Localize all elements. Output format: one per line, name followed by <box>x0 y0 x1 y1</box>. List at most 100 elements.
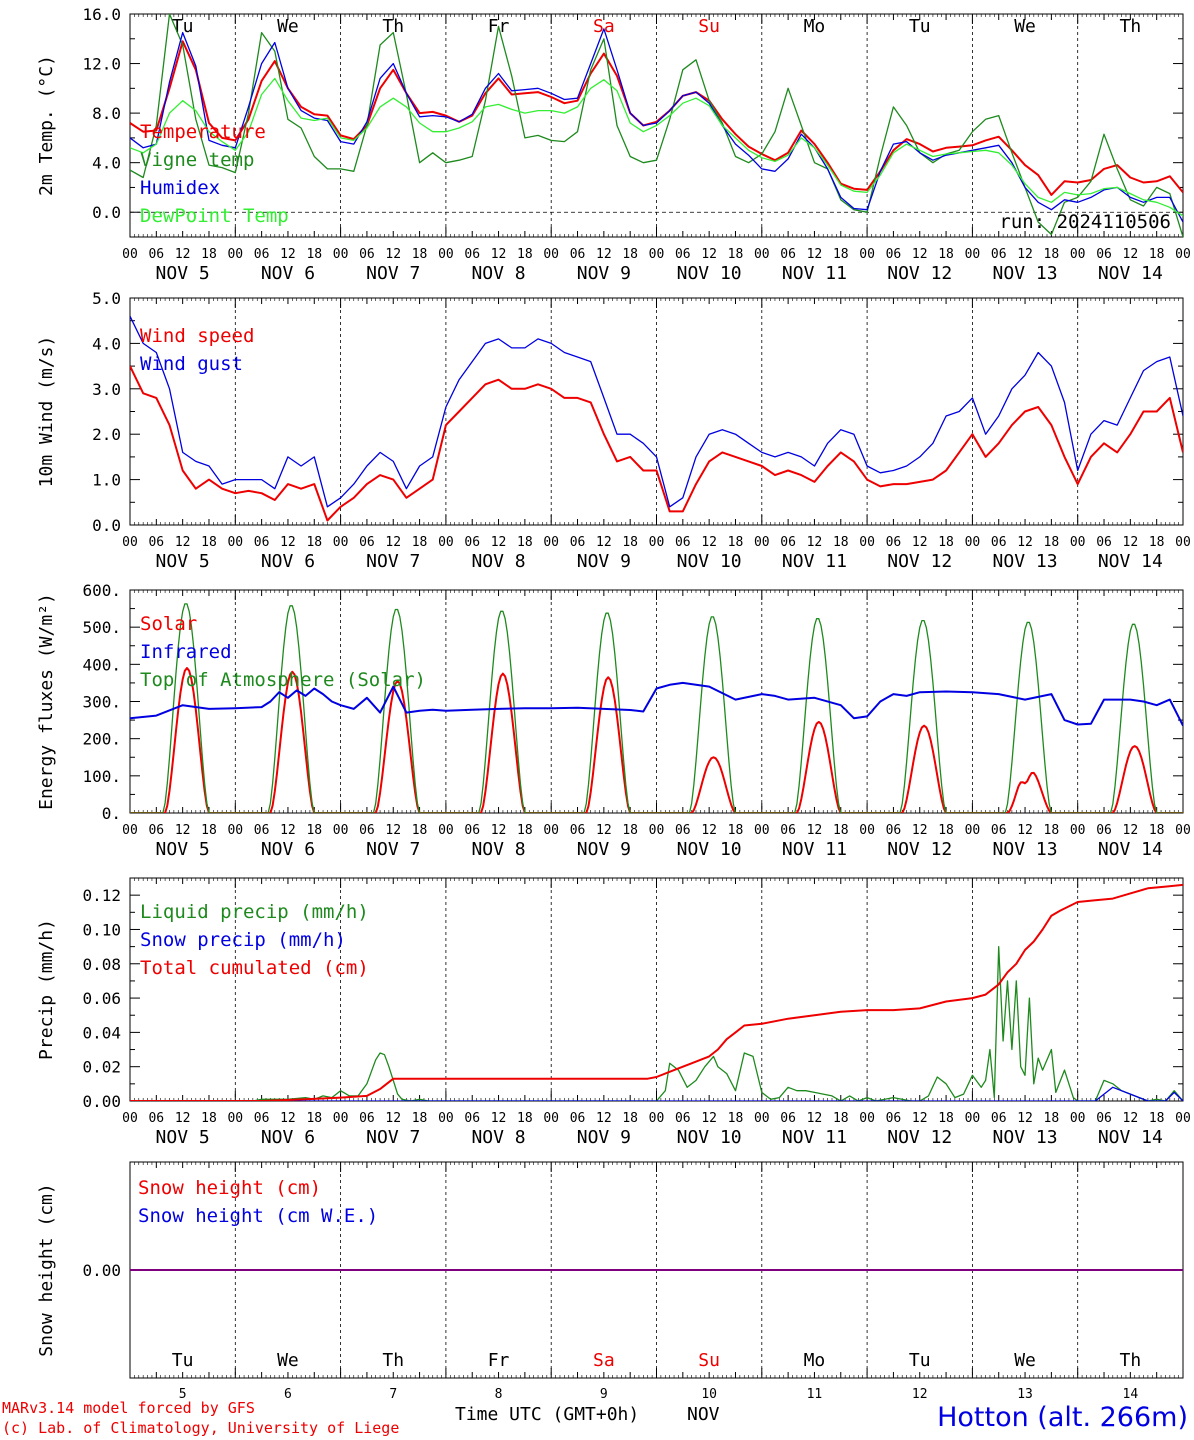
legend-entry: Liquid precip (mm/h) <box>140 901 369 923</box>
x-tick-label: 18 <box>1044 1111 1060 1126</box>
legend-entry: DewPoint Temp <box>140 205 289 227</box>
day-number-label: 14 <box>1123 1387 1139 1402</box>
x-tick-label: 00 <box>543 247 559 262</box>
date-label: NOV 6 <box>261 839 315 860</box>
date-label: NOV 14 <box>1098 551 1163 572</box>
date-label: NOV 5 <box>156 551 210 572</box>
x-tick-label: 18 <box>517 1111 533 1126</box>
x-tick-label: 18 <box>412 535 428 550</box>
x-tick-label: 00 <box>1070 535 1086 550</box>
x-tick-label: 12 <box>1123 823 1139 838</box>
x-tick-label: 18 <box>306 823 322 838</box>
x-tick-label: 18 <box>938 1111 954 1126</box>
y-tick-label: 1.0 <box>92 471 121 490</box>
weekday-label: Th <box>1120 1350 1142 1371</box>
y-tick-label: 2.0 <box>92 425 121 444</box>
x-tick-label: 00 <box>1070 1111 1086 1126</box>
series-group <box>130 603 1183 813</box>
x-tick-label: 00 <box>227 247 243 262</box>
y-tick-label: 8.0 <box>92 104 121 123</box>
panel-4: 0.00 0.02 0.04 0.06 0.08 0.10 0.12 Precip (mm/h… <box>36 877 1191 1148</box>
date-label: NOV 6 <box>261 551 315 572</box>
x-tick-label: 06 <box>464 247 480 262</box>
day-number-label: 5 <box>179 1387 187 1402</box>
day-number-label: 7 <box>389 1387 397 1402</box>
weekday-label: Su <box>698 16 720 37</box>
x-tick-label: 06 <box>570 1111 586 1126</box>
x-tick-label: 00 <box>859 247 875 262</box>
weekday-label: Th <box>1120 16 1142 37</box>
legend-entry: Wind speed <box>140 325 254 347</box>
x-tick-label: 18 <box>938 247 954 262</box>
y-tick-label: 12.0 <box>82 55 121 74</box>
legend-entry: Wind gust <box>140 353 243 375</box>
x-tick-label: 06 <box>148 247 164 262</box>
date-label: NOV 6 <box>261 1127 315 1148</box>
x-tick-label: 12 <box>175 823 191 838</box>
y-tick-label: 0. <box>102 804 121 823</box>
x-tick-label: 12 <box>491 1111 507 1126</box>
footer-model: MARv3.14 model forced by GFS <box>2 1399 255 1417</box>
x-tick-label: 06 <box>991 823 1007 838</box>
x-tick-label: 00 <box>1070 823 1086 838</box>
x-tick-label: 00 <box>227 823 243 838</box>
panel-1: 0.04.08.012.016.02m Temp. (°C)00 06 12 18NO… <box>36 5 1191 284</box>
x-tick-label: 06 <box>359 823 375 838</box>
x-tick-label: 12 <box>491 823 507 838</box>
x-tick-label: 00 <box>1175 1111 1191 1126</box>
date-label: NOV 11 <box>782 551 847 572</box>
x-tick-label: 00 <box>965 247 981 262</box>
x-tick-label: 06 <box>675 823 691 838</box>
x-tick-label: 00 <box>965 535 981 550</box>
x-tick-label: 18 <box>517 247 533 262</box>
x-tick-label: 00 <box>754 247 770 262</box>
weekday-label: Th <box>382 16 404 37</box>
x-tick-label: 00 <box>754 823 770 838</box>
day-number-label: 8 <box>495 1387 503 1402</box>
date-label: NOV 12 <box>887 263 952 284</box>
x-tick-label: 06 <box>148 535 164 550</box>
x-tick-label: 00 <box>122 1111 138 1126</box>
x-tick-label: 06 <box>254 247 270 262</box>
x-tick-label: 12 <box>385 1111 401 1126</box>
x-tick-label: 06 <box>1096 823 1112 838</box>
y-tick-label: 16.0 <box>82 5 121 24</box>
y-tick-label: 500. <box>82 618 121 637</box>
x-tick-label: 00 <box>543 535 559 550</box>
date-label: NOV 5 <box>156 839 210 860</box>
x-tick-label: 12 <box>1017 823 1033 838</box>
x-tick-label: 18 <box>306 1111 322 1126</box>
weekday-label: Tu <box>172 1350 194 1371</box>
x-tick-label: 00 <box>333 823 349 838</box>
x-tick-label: 06 <box>359 535 375 550</box>
station-label: Hotton (alt. 266m) <box>937 1402 1188 1433</box>
x-tick-label: 00 <box>227 1111 243 1126</box>
x-tick-label: 18 <box>412 823 428 838</box>
date-label: NOV 13 <box>993 551 1058 572</box>
y-tick-label: 600. <box>82 581 121 600</box>
x-tick-label: 18 <box>938 823 954 838</box>
x-tick-label: 12 <box>701 823 717 838</box>
x-tick-label: 00 <box>122 535 138 550</box>
x-tick-label: 06 <box>780 1111 796 1126</box>
date-label: NOV 5 <box>156 263 210 284</box>
y-tick-label: 0.0 <box>92 203 121 222</box>
date-label: NOV 7 <box>366 551 420 572</box>
y-tick-label: 0.06 <box>82 989 121 1008</box>
y-axis-label: Precip (mm/h) <box>36 919 57 1060</box>
date-label: NOV 8 <box>471 839 525 860</box>
x-tick-label: 18 <box>622 1111 638 1126</box>
date-label: NOV 12 <box>887 551 952 572</box>
x-tick-label: 18 <box>1149 247 1165 262</box>
x-tick-label: 18 <box>728 247 744 262</box>
date-label: NOV 10 <box>677 263 742 284</box>
x-tick-label: 18 <box>1149 535 1165 550</box>
y-tick-label: 0.10 <box>82 920 121 939</box>
legend-entry: Temperature <box>140 121 266 143</box>
x-tick-label: 12 <box>701 247 717 262</box>
x-tick-label: 06 <box>570 247 586 262</box>
x-tick-label: 18 <box>201 823 217 838</box>
x-tick-label: 00 <box>649 823 665 838</box>
y-tick-label: 4.0 <box>92 154 121 173</box>
date-label: NOV 9 <box>577 551 631 572</box>
